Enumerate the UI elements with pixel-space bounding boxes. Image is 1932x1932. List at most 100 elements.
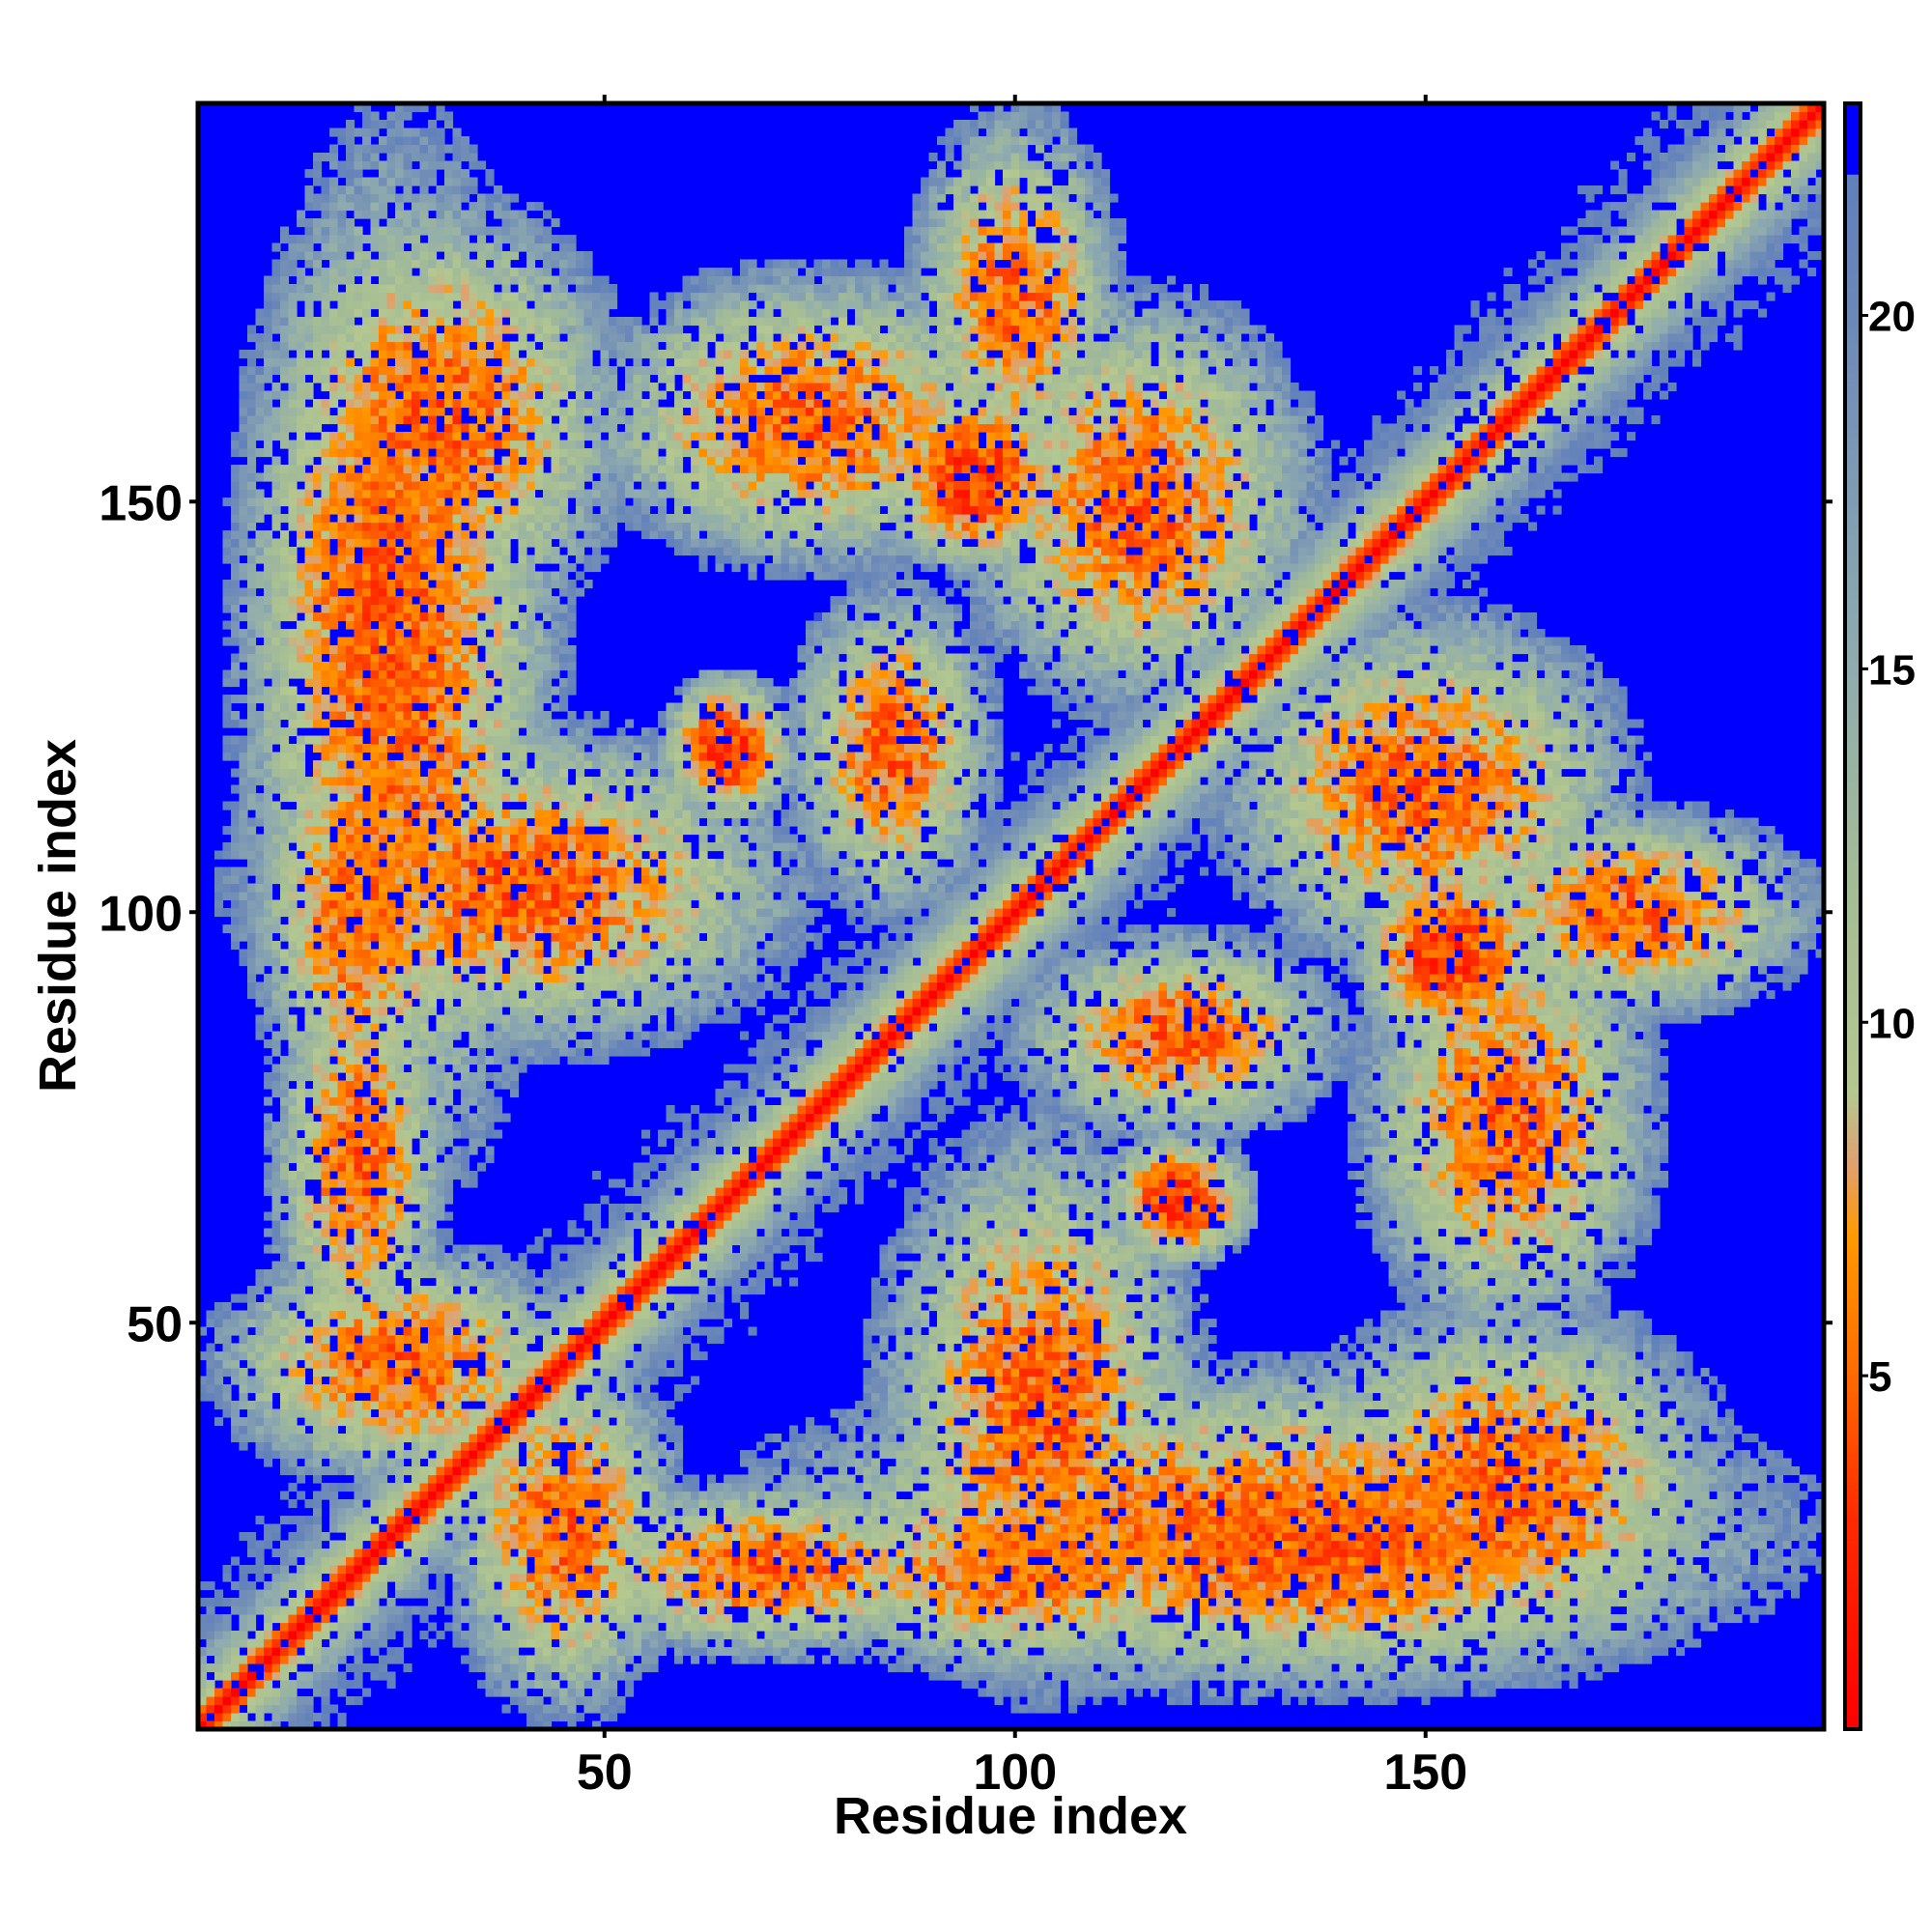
heatmap-cell — [280, 1204, 289, 1212]
heatmap-cell — [395, 1360, 404, 1369]
heatmap-cell — [404, 514, 412, 523]
heatmap-cell — [297, 645, 305, 654]
heatmap-cell — [444, 333, 453, 342]
heatmap-cell — [280, 555, 289, 564]
heatmap-cell — [313, 1524, 322, 1533]
heatmap-cell — [387, 1220, 396, 1229]
heatmap-cell — [395, 612, 404, 621]
heatmap-cell — [420, 391, 429, 400]
heatmap-cell — [322, 957, 330, 966]
heatmap-cell — [297, 375, 305, 384]
heatmap-cell — [297, 1639, 305, 1648]
heatmap-cell — [412, 1541, 420, 1549]
heatmap-cell — [362, 260, 371, 269]
heatmap-cell — [387, 1434, 396, 1442]
heatmap-cell — [297, 1598, 305, 1606]
heatmap-cell — [264, 769, 272, 778]
heatmap-cell — [371, 678, 380, 687]
heatmap-cell — [256, 490, 265, 498]
heatmap-cell — [322, 924, 330, 933]
heatmap-cell — [231, 1656, 240, 1664]
heatmap-cell — [387, 1351, 396, 1360]
heatmap-cell — [264, 317, 272, 326]
heatmap-cell — [289, 1696, 298, 1705]
heatmap-cell — [453, 1442, 462, 1451]
heatmap-cell — [387, 326, 396, 334]
heatmap-cell — [387, 432, 396, 440]
heatmap-cell — [329, 497, 338, 506]
heatmap-cell — [420, 629, 429, 638]
heatmap-cell — [453, 1532, 462, 1541]
heatmap-cell — [355, 670, 363, 679]
heatmap-cell — [322, 366, 330, 375]
heatmap-cell — [371, 1220, 380, 1229]
heatmap-cell — [412, 670, 420, 679]
heatmap-cell — [444, 218, 453, 227]
heatmap-cell — [240, 826, 248, 835]
heatmap-cell — [387, 530, 396, 539]
heatmap-cell — [395, 777, 404, 785]
heatmap-cell — [329, 974, 338, 982]
heatmap-cell — [395, 1466, 404, 1475]
heatmap-cell — [338, 1548, 347, 1557]
heatmap-cell — [305, 218, 314, 227]
heatmap-cell — [322, 1426, 330, 1435]
heatmap-cell — [453, 440, 462, 449]
heatmap-cell — [305, 1302, 314, 1311]
heatmap-cell — [256, 473, 265, 482]
heatmap-cell — [322, 892, 330, 900]
heatmap-cell — [247, 802, 256, 810]
heatmap-cell — [256, 1574, 265, 1582]
heatmap-cell — [313, 769, 322, 778]
heatmap-cell — [362, 1163, 371, 1172]
heatmap-cell — [387, 1179, 396, 1188]
heatmap-cell — [412, 128, 420, 137]
heatmap-cell — [240, 1656, 248, 1664]
heatmap-cell — [264, 941, 272, 950]
heatmap-cell — [272, 1565, 281, 1574]
heatmap-cell — [379, 933, 387, 942]
heatmap-cell — [387, 317, 396, 326]
heatmap-cell — [461, 711, 469, 720]
heatmap-cell — [461, 1163, 469, 1172]
heatmap-cell — [355, 350, 363, 358]
heatmap-cell — [428, 481, 437, 490]
heatmap-cell — [444, 1606, 453, 1615]
heatmap-cell — [477, 588, 486, 597]
heatmap-cell — [240, 818, 248, 827]
heatmap-cell — [437, 1368, 445, 1377]
heatmap-cell — [322, 1368, 330, 1377]
heatmap-cell — [362, 136, 371, 145]
heatmap-cell — [305, 391, 314, 400]
heatmap-cell — [461, 342, 469, 351]
heatmap-cell — [444, 1154, 453, 1163]
heatmap-cell — [395, 1351, 404, 1360]
heatmap-cell — [231, 1426, 240, 1435]
heatmap-cell — [412, 842, 420, 851]
heatmap-cell — [297, 448, 305, 457]
heatmap-cell — [379, 1245, 387, 1254]
heatmap-cell — [437, 358, 445, 367]
heatmap-cell — [420, 982, 429, 991]
heatmap-cell — [313, 523, 322, 531]
heatmap-cell — [362, 1426, 371, 1435]
heatmap-cell — [355, 1483, 363, 1492]
heatmap-cell — [371, 1089, 380, 1097]
heatmap-cell — [444, 276, 453, 285]
heatmap-cell — [297, 473, 305, 482]
heatmap-cell — [346, 1147, 355, 1155]
heatmap-cell — [289, 1196, 298, 1205]
heatmap-cell — [346, 1212, 355, 1221]
heatmap-cell — [444, 1278, 453, 1287]
heatmap-cell — [444, 457, 453, 466]
heatmap-cell — [395, 333, 404, 342]
heatmap-cell — [297, 1072, 305, 1081]
heatmap-cell — [264, 835, 272, 843]
heatmap-cell — [420, 1442, 429, 1451]
heatmap-cell — [437, 1262, 445, 1270]
heatmap-cell — [346, 194, 355, 203]
heatmap-cell — [355, 383, 363, 391]
heatmap-cell — [338, 539, 347, 548]
heatmap-cell — [355, 1606, 363, 1615]
heatmap-cell — [305, 185, 314, 194]
